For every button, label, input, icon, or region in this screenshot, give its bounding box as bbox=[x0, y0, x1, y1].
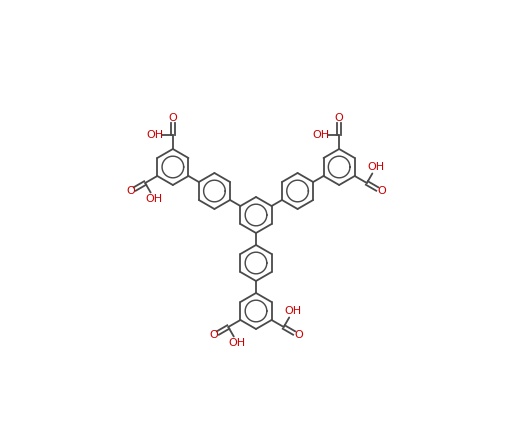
Text: OH: OH bbox=[367, 163, 385, 172]
Text: OH: OH bbox=[229, 338, 246, 347]
Text: O: O bbox=[294, 331, 303, 341]
Text: O: O bbox=[126, 187, 135, 197]
Text: O: O bbox=[335, 113, 344, 123]
Text: OH: OH bbox=[284, 307, 301, 316]
Text: O: O bbox=[168, 113, 177, 123]
Text: OH: OH bbox=[312, 130, 330, 140]
Text: OH: OH bbox=[145, 194, 163, 203]
Text: O: O bbox=[209, 331, 218, 341]
Text: O: O bbox=[377, 187, 386, 197]
Text: OH: OH bbox=[146, 130, 163, 140]
